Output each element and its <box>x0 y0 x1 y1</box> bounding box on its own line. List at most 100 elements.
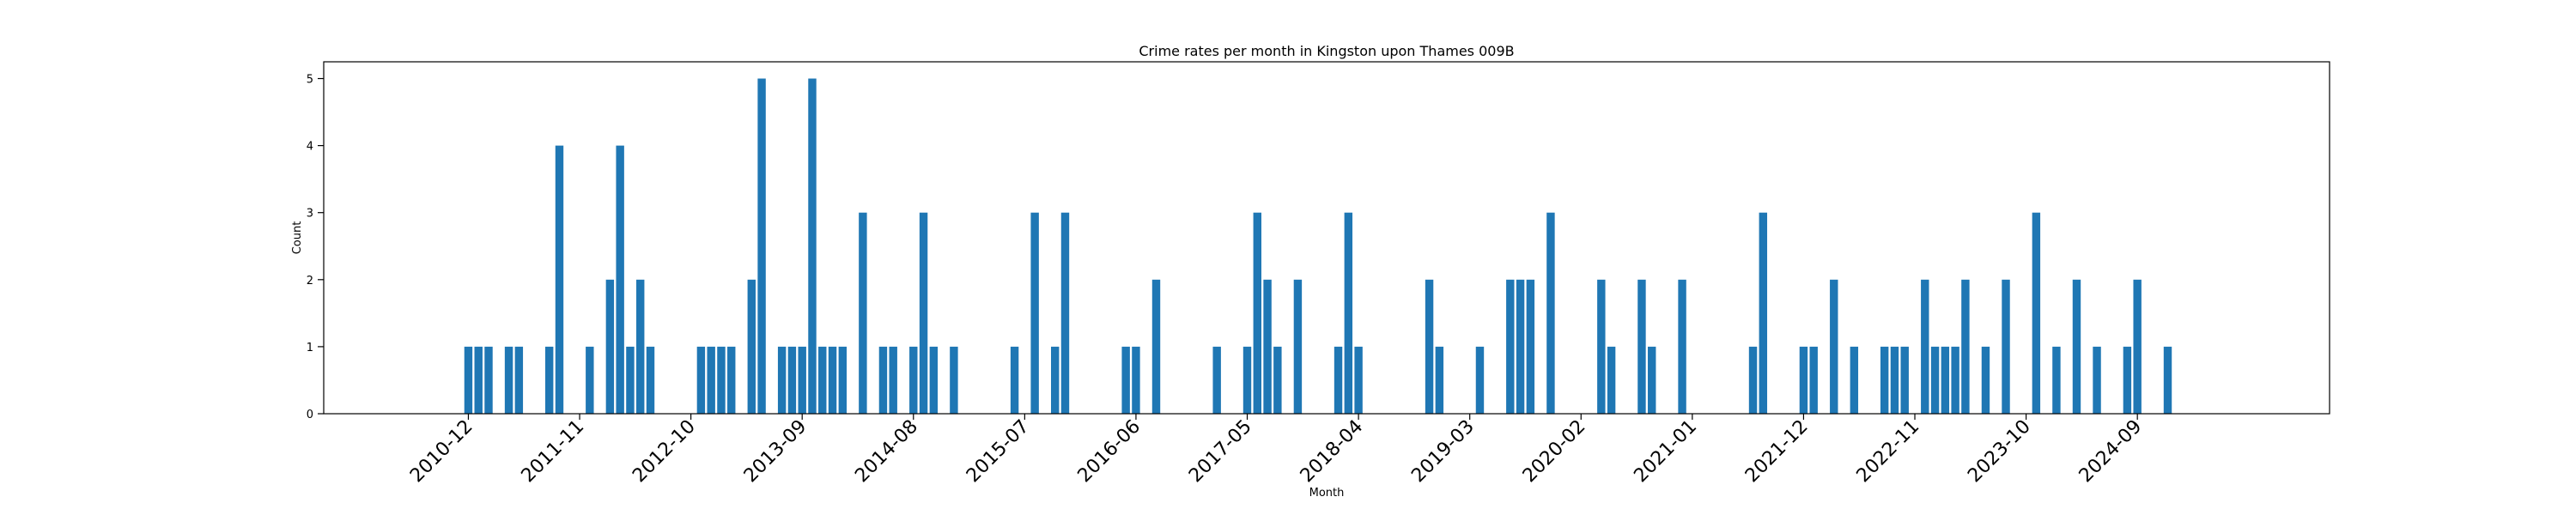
bar <box>1010 346 1019 414</box>
x-tick-label: 2019-03 <box>1407 416 1479 488</box>
bar <box>636 279 645 414</box>
x-tick-label: 2015-07 <box>963 416 1034 488</box>
x-tick-label: 2011-11 <box>518 416 589 488</box>
bar <box>544 346 554 414</box>
bar <box>1435 346 1444 414</box>
bar <box>1930 346 1940 414</box>
bar <box>1506 279 1515 414</box>
bar <box>646 346 655 414</box>
bar <box>1900 346 1909 414</box>
bar <box>1425 279 1434 414</box>
bar <box>808 78 817 415</box>
bar <box>1293 279 1303 414</box>
bar <box>2032 212 2041 414</box>
y-axis-label: Count <box>291 221 304 255</box>
y-tick-label: 1 <box>307 342 313 354</box>
bar <box>2002 279 2010 414</box>
bar <box>504 346 513 414</box>
bar <box>1526 279 1535 414</box>
bar <box>929 346 939 414</box>
bar <box>1961 279 1970 414</box>
bar <box>1121 346 1130 414</box>
bar <box>1273 346 1282 414</box>
bar <box>859 212 867 414</box>
bar <box>889 346 897 414</box>
bar <box>828 346 837 414</box>
y-tick-label: 2 <box>307 275 313 288</box>
bar <box>950 346 958 414</box>
bar <box>1880 346 1889 414</box>
x-tick-label: 2018-04 <box>1297 416 1368 488</box>
y-tick-labels: 0 1 2 3 4 5 <box>307 74 313 421</box>
bar <box>1941 346 1950 414</box>
bar <box>1050 346 1060 414</box>
bar <box>919 212 928 414</box>
x-tick-label: 2020-02 <box>1519 416 1590 488</box>
bar <box>1981 346 1990 414</box>
tick-marks <box>318 77 2138 420</box>
bar <box>1242 346 1252 414</box>
x-tick-label: 2017-05 <box>1185 416 1256 488</box>
bar <box>1212 346 1221 414</box>
plot-area-frame <box>323 61 2330 415</box>
bar <box>1060 212 1070 414</box>
bar <box>696 346 706 414</box>
bar <box>909 346 918 414</box>
bar <box>717 346 726 414</box>
bar <box>777 346 787 414</box>
bar <box>838 346 848 414</box>
y-tick-label: 3 <box>307 208 313 221</box>
bar <box>727 346 736 414</box>
bar <box>1607 346 1616 414</box>
bar <box>757 78 766 415</box>
bar <box>1748 346 1758 414</box>
y-tick-label: 0 <box>307 409 313 421</box>
x-tick-label: 2010-12 <box>406 416 477 488</box>
bar <box>1830 279 1838 414</box>
bars <box>464 78 2172 415</box>
bar <box>1597 279 1606 414</box>
y-tick-label: 5 <box>307 74 313 87</box>
bar <box>1850 346 1859 414</box>
chart-title: Crime rates per month in Kingston upon T… <box>1139 43 1514 59</box>
bar <box>1475 346 1485 414</box>
bar <box>2163 346 2172 414</box>
y-tick-label: 4 <box>307 141 313 154</box>
x-tick-label: 2021-12 <box>1741 416 1813 488</box>
bar <box>1759 212 1768 414</box>
x-tick-labels: 2010-12 2011-11 2012-10 2013-09 2014-08 2015-… <box>406 416 2146 488</box>
bar <box>484 346 493 414</box>
bar <box>1132 346 1140 414</box>
bar <box>1546 212 1555 414</box>
bar <box>747 279 756 414</box>
x-tick-label: 2022-11 <box>1853 416 1924 488</box>
bar <box>1799 346 1808 414</box>
bar <box>586 346 594 414</box>
bar <box>1648 346 1656 414</box>
bar <box>2072 279 2081 414</box>
bar <box>1890 346 1899 414</box>
bar <box>2052 346 2061 414</box>
x-tick-label: 2014-08 <box>851 416 922 488</box>
bar <box>1263 279 1272 414</box>
bar <box>464 346 473 414</box>
bar <box>1030 212 1039 414</box>
bar <box>1637 279 1646 414</box>
x-tick-label: 2021-01 <box>1630 416 1701 488</box>
bar <box>514 346 524 414</box>
bar <box>616 145 624 414</box>
bar <box>1253 212 1262 414</box>
x-tick-label: 2016-06 <box>1074 416 1145 488</box>
bar <box>707 346 715 414</box>
x-tick-label: 2013-09 <box>740 416 811 488</box>
bar <box>1344 212 1353 414</box>
bar <box>1921 279 1929 414</box>
bar <box>2123 346 2132 414</box>
x-tick-label: 2024-09 <box>2075 416 2147 488</box>
x-tick-label: 2012-10 <box>629 416 700 488</box>
bar <box>555 145 564 414</box>
bar <box>878 346 888 414</box>
bar <box>798 346 806 414</box>
bar <box>1516 279 1525 414</box>
